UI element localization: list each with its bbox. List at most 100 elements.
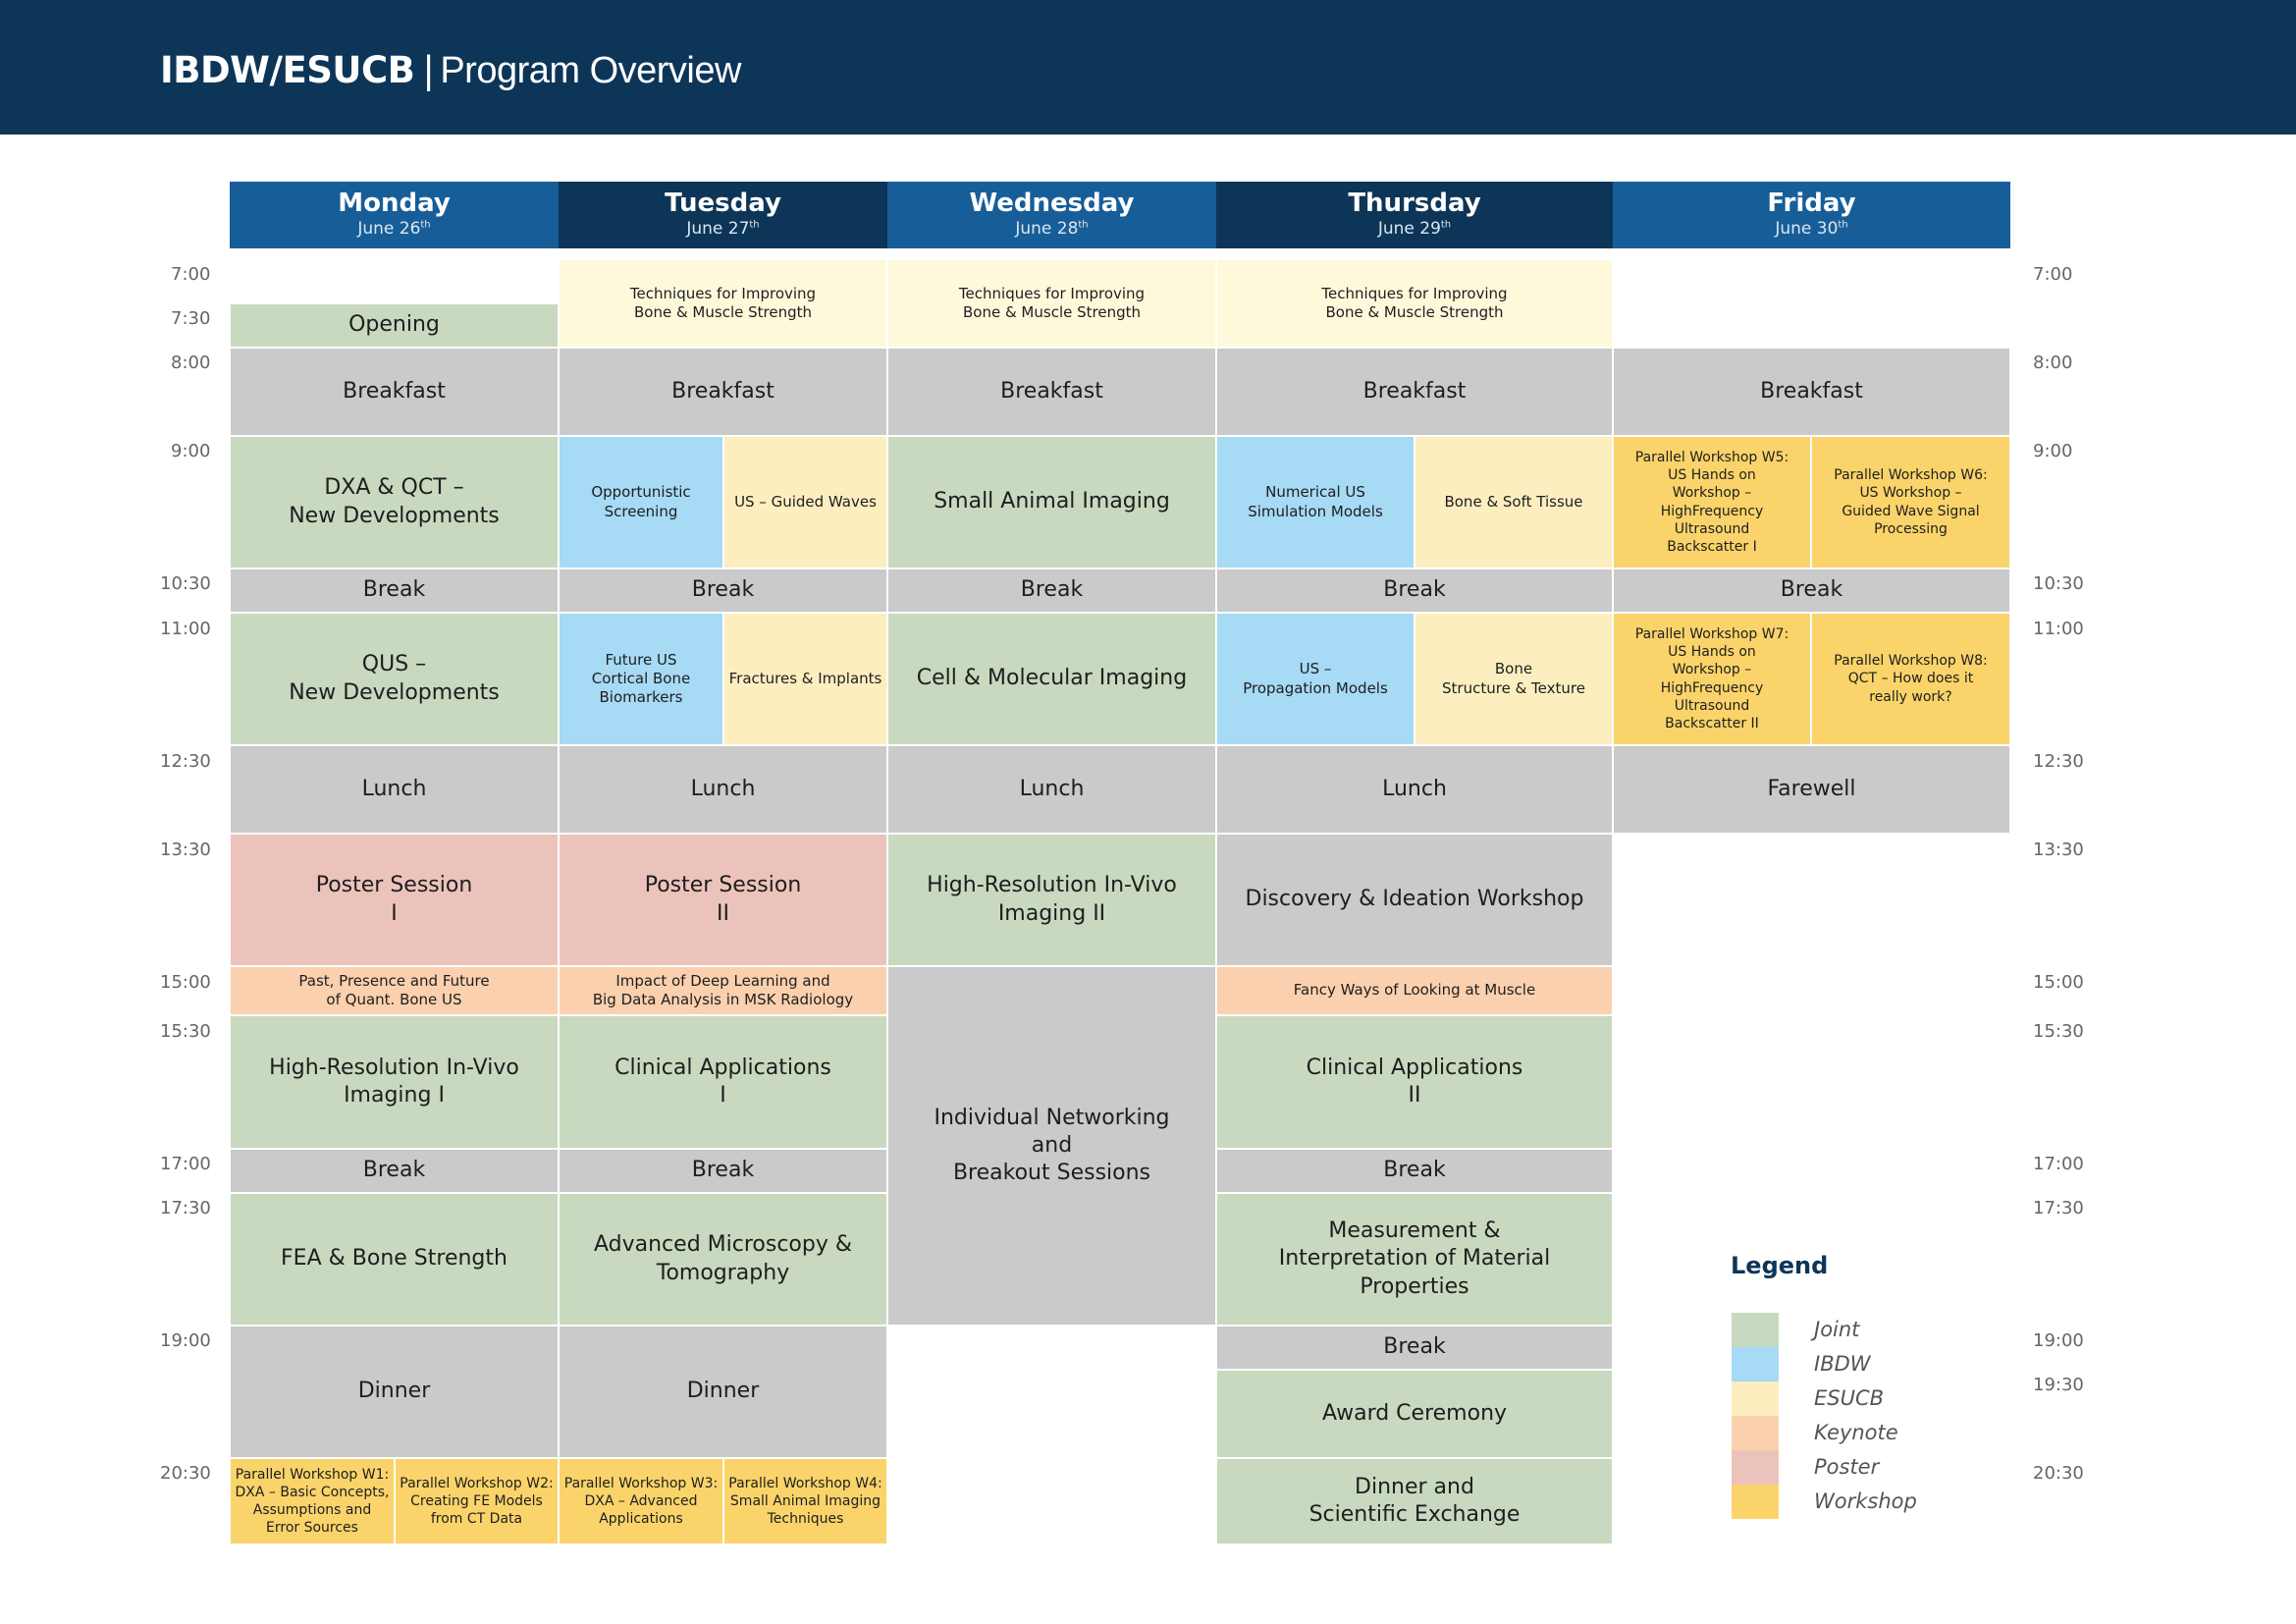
time-label: 15:00 [160, 972, 211, 993]
session-breakfast: Breakfast [887, 348, 1216, 436]
legend-swatch-poster [1732, 1450, 1779, 1485]
time-label: 7:30 [171, 308, 211, 329]
time-label: 10:30 [2033, 573, 2084, 594]
session-break: Break [1613, 568, 2010, 613]
day-date: June 29th [1377, 219, 1452, 239]
session-award-ceremony: Award Ceremony [1216, 1370, 1613, 1458]
time-label: 17:30 [160, 1198, 211, 1218]
session-farewell: Farewell [1613, 745, 2010, 834]
page-title: IBDW/ESUCB | Program Overview [160, 49, 741, 92]
session-discovery-workshop: Discovery & Ideation Workshop [1216, 834, 1613, 966]
session-workshop-w1: Parallel Workshop W1: DXA – Basic Concep… [230, 1458, 395, 1544]
session-fractures-implants: Fractures & Implants [723, 613, 887, 745]
day-name: Friday [1767, 189, 1856, 218]
session-breakfast: Breakfast [230, 348, 559, 436]
session-workshop-w6: Parallel Workshop W6: US Workshop – Guid… [1811, 436, 2010, 568]
legend-label-keynote: Keynote [1814, 1421, 1898, 1444]
day-date: June 30th [1775, 219, 1848, 239]
session-breakfast: Breakfast [1216, 348, 1613, 436]
header-bar: IBDW/ESUCB | Program Overview [0, 0, 2296, 135]
time-label: 12:30 [160, 751, 211, 772]
session-workshop-w8: Parallel Workshop W8: QCT – How does it … [1811, 613, 2010, 745]
session-lunch: Lunch [559, 745, 887, 834]
session-techniques-wed: Techniques for Improving Bone & Muscle S… [887, 259, 1216, 348]
time-label: 20:30 [2033, 1463, 2084, 1484]
session-guided-waves: US – Guided Waves [723, 436, 887, 568]
session-cell-molecular: Cell & Molecular Imaging [887, 613, 1216, 745]
day-header-friday: Friday June 30th [1613, 182, 2010, 248]
session-qus: QUS – New Developments [230, 613, 559, 745]
legend-swatch-ibdw [1732, 1347, 1779, 1381]
legend-label-esucb: ESUCB [1814, 1386, 1885, 1410]
brand-title: IBDW/ESUCB [160, 49, 415, 91]
day-date: June 27th [686, 219, 760, 239]
session-microscopy: Advanced Microscopy & Tomography [559, 1193, 887, 1326]
time-label: 12:30 [2033, 751, 2084, 772]
session-break: Break [559, 1149, 887, 1193]
session-techniques-tue: Techniques for Improving Bone & Muscle S… [559, 259, 887, 348]
session-future-us: Future US Cortical Bone Biomarkers [559, 613, 723, 745]
time-label: 11:00 [2033, 619, 2084, 639]
session-opportunistic-screening: Opportunistic Screening [559, 436, 723, 568]
legend-label-joint: Joint [1814, 1318, 1860, 1341]
session-poster-2: Poster Session II [559, 834, 887, 966]
day-header-monday: Monday June 26th [230, 182, 559, 248]
time-label: 8:00 [171, 352, 211, 373]
day-header-thursday: Thursday June 29th [1216, 182, 1613, 248]
session-lunch: Lunch [1216, 745, 1613, 834]
session-workshop-w2: Parallel Workshop W2: Creating FE Models… [395, 1458, 559, 1544]
session-clinical-2: Clinical Applications II [1216, 1015, 1613, 1149]
time-label: 15:30 [2033, 1021, 2084, 1042]
session-small-animal-imaging: Small Animal Imaging [887, 436, 1216, 568]
time-label: 19:00 [160, 1330, 211, 1351]
time-label: 15:00 [2033, 972, 2084, 993]
session-breakfast: Breakfast [559, 348, 887, 436]
day-name: Monday [338, 189, 451, 218]
session-break: Break [1216, 568, 1613, 613]
legend-swatch-workshop [1732, 1485, 1779, 1519]
legend-swatch-keynote [1732, 1416, 1779, 1450]
legend-label-poster: Poster [1814, 1455, 1880, 1479]
time-label: 13:30 [2033, 839, 2084, 860]
day-date: June 28th [1015, 219, 1089, 239]
session-us-propagation: US – Propagation Models [1216, 613, 1415, 745]
time-label: 17:00 [160, 1154, 211, 1174]
session-break: Break [1216, 1326, 1613, 1370]
legend-swatch-joint [1732, 1313, 1779, 1347]
session-dinner-exchange: Dinner and Scientific Exchange [1216, 1458, 1613, 1544]
time-label: 19:30 [2033, 1375, 2084, 1395]
session-poster-1: Poster Session I [230, 834, 559, 966]
time-label: 11:00 [160, 619, 211, 639]
keynote-past-presence: Past, Presence and Future of Quant. Bone… [230, 966, 559, 1015]
session-break: Break [1216, 1149, 1613, 1193]
session-dinner: Dinner [559, 1326, 887, 1458]
session-break: Break [230, 568, 559, 613]
time-label: 9:00 [171, 441, 211, 461]
legend-label-ibdw: IBDW [1814, 1352, 1871, 1376]
time-label: 15:30 [160, 1021, 211, 1042]
day-header-wednesday: Wednesday June 28th [887, 182, 1216, 248]
session-networking: Individual Networking and Breakout Sessi… [887, 966, 1216, 1326]
session-break: Break [559, 568, 887, 613]
session-numerical-us: Numerical US Simulation Models [1216, 436, 1415, 568]
session-lunch: Lunch [230, 745, 559, 834]
session-dxa-qct: DXA & QCT – New Developments [230, 436, 559, 568]
session-clinical-1: Clinical Applications I [559, 1015, 887, 1149]
time-label: 9:00 [2033, 441, 2073, 461]
session-workshop-w7: Parallel Workshop W7: US Hands on Worksh… [1613, 613, 1811, 745]
time-label: 10:30 [160, 573, 211, 594]
legend-title: Legend [1731, 1252, 1829, 1279]
time-label: 7:00 [2033, 264, 2073, 285]
session-workshop-w5: Parallel Workshop W5: US Hands on Worksh… [1613, 436, 1811, 568]
legend-label-workshop: Workshop [1814, 1489, 1917, 1513]
time-label: 13:30 [160, 839, 211, 860]
legend-swatch-esucb [1732, 1381, 1779, 1416]
session-techniques-thu: Techniques for Improving Bone & Muscle S… [1216, 259, 1613, 348]
session-lunch: Lunch [887, 745, 1216, 834]
session-measurement: Measurement & Interpretation of Material… [1216, 1193, 1613, 1326]
session-workshop-w4: Parallel Workshop W4: Small Animal Imagi… [723, 1458, 887, 1544]
day-date: June 26th [357, 219, 431, 239]
session-bone-soft-tissue: Bone & Soft Tissue [1415, 436, 1613, 568]
session-workshop-w3: Parallel Workshop W3: DXA – Advanced App… [559, 1458, 723, 1544]
session-high-res-1: High-Resolution In-Vivo Imaging I [230, 1015, 559, 1149]
